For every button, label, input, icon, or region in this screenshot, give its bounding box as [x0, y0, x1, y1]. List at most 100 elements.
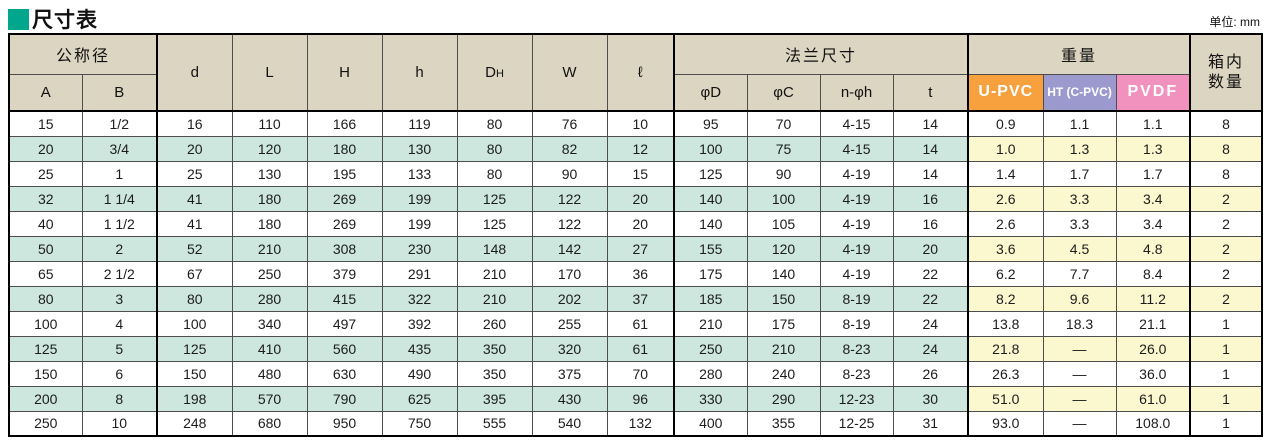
cell: 122 — [531, 185, 608, 212]
cell: 210 — [456, 285, 533, 312]
cell: 497 — [306, 310, 383, 337]
cell: 80 — [456, 160, 533, 187]
cell: 100 — [156, 310, 233, 337]
cell: 6 — [81, 360, 159, 387]
cell: 280 — [673, 360, 748, 387]
cell: 1.7 — [1115, 160, 1192, 187]
cell: 51.0 — [967, 385, 1044, 412]
col-header-W: W — [531, 33, 608, 112]
cell: 199 — [381, 185, 458, 212]
cell: 248 — [156, 410, 233, 437]
cell: 1.1 — [1115, 110, 1192, 137]
cell: 26 — [892, 360, 970, 387]
cell: 150 — [8, 360, 83, 387]
table-row: 50 2 52 210 308 230 148 142 27 155 120 4-19 20 3.6 4.5… — [8, 235, 1263, 262]
cell: 560 — [306, 335, 383, 362]
col-header-DH: DH — [456, 33, 533, 112]
cell: 8 — [1189, 110, 1263, 137]
table-row: 100 4 100 340 497 392 260 255 61 210 175 8-19 24 13.8… — [8, 310, 1263, 337]
cell: 3 — [81, 285, 159, 312]
cell: 130 — [381, 135, 458, 162]
col-header-pvdf: PVDF — [1115, 73, 1192, 112]
cell: 20 — [606, 185, 676, 212]
cell: 1.0 — [967, 135, 1044, 162]
cell: 175 — [746, 310, 821, 337]
cell: 3.6 — [967, 235, 1044, 262]
table-row: 20 3/4 20 120 180 130 80 82 12 100 75 4-15 14 1.0 1.3 1… — [8, 135, 1263, 162]
table-row: 25 1 25 130 195 133 80 90 15 125 90 4-19 14 1.4 1.7 1.7… — [8, 160, 1263, 187]
cell: 392 — [381, 310, 458, 337]
cell: 280 — [231, 285, 308, 312]
cell: 125 — [456, 185, 533, 212]
cell: 9.6 — [1042, 285, 1117, 312]
cell: 435 — [381, 335, 458, 362]
cell: 22 — [892, 285, 970, 312]
cell: 25 — [156, 160, 233, 187]
cell: 3.3 — [1042, 210, 1117, 237]
cell: 330 — [673, 385, 748, 412]
cell: 125 — [8, 335, 83, 362]
cell: 36.0 — [1115, 360, 1192, 387]
cell: 2 — [81, 235, 159, 262]
cell: 8 — [1189, 135, 1263, 162]
cell: 199 — [381, 210, 458, 237]
cell: 8 — [1189, 160, 1263, 187]
cell: 70 — [606, 360, 676, 387]
cell: 12 — [606, 135, 676, 162]
cell: 3/4 — [81, 135, 159, 162]
cell: 4 — [81, 310, 159, 337]
col-header-A: A — [8, 73, 83, 112]
cell: 4-19 — [819, 210, 894, 237]
cell: 290 — [746, 385, 821, 412]
col-header-n-phi-h: n-φh — [819, 73, 894, 112]
cell: 4-15 — [819, 135, 894, 162]
cell: 4-19 — [819, 160, 894, 187]
cell: 22 — [892, 260, 970, 287]
cell: 0.9 — [967, 110, 1044, 137]
col-header-ell: ℓ — [606, 33, 676, 112]
cell: 750 — [381, 410, 458, 437]
dh-main: D — [485, 64, 496, 81]
cell: 61 — [606, 310, 676, 337]
cell: 120 — [231, 135, 308, 162]
cell: 125 — [673, 160, 748, 187]
cell: 230 — [381, 235, 458, 262]
cell: 150 — [746, 285, 821, 312]
cell: 625 — [381, 385, 458, 412]
cell: 26.0 — [1115, 335, 1192, 362]
cell: 125 — [456, 210, 533, 237]
cell: 120 — [746, 235, 821, 262]
cell: 490 — [381, 360, 458, 387]
cell: 119 — [381, 110, 458, 137]
cell: 2 — [1189, 235, 1263, 262]
cell: 375 — [531, 360, 608, 387]
cell: 95 — [673, 110, 748, 137]
cell: 142 — [531, 235, 608, 262]
cell: 379 — [306, 260, 383, 287]
cell: 65 — [8, 260, 83, 287]
cell: 5 — [81, 335, 159, 362]
cell: 96 — [606, 385, 676, 412]
cell: 1 — [1189, 310, 1263, 337]
cell: 155 — [673, 235, 748, 262]
cell: 27 — [606, 235, 676, 262]
col-header-ht-c-pvc: HT (C-PVC) — [1042, 73, 1117, 112]
cell: 20 — [8, 135, 83, 162]
cell: 2 — [1189, 260, 1263, 287]
cell: 14 — [892, 135, 970, 162]
col-header-h: h — [381, 33, 458, 112]
cell: 14 — [892, 160, 970, 187]
cell: 61 — [606, 335, 676, 362]
cell: 148 — [456, 235, 533, 262]
cell: 255 — [531, 310, 608, 337]
cell: 41 — [156, 185, 233, 212]
cell: 322 — [381, 285, 458, 312]
cell: 180 — [231, 185, 308, 212]
cell: 680 — [231, 410, 308, 437]
cell: 18.3 — [1042, 310, 1117, 337]
cell: 100 — [746, 185, 821, 212]
cell: 75 — [746, 135, 821, 162]
cell: 32 — [8, 185, 83, 212]
cell: 8.4 — [1115, 260, 1192, 287]
cell: 1 — [1189, 410, 1263, 437]
